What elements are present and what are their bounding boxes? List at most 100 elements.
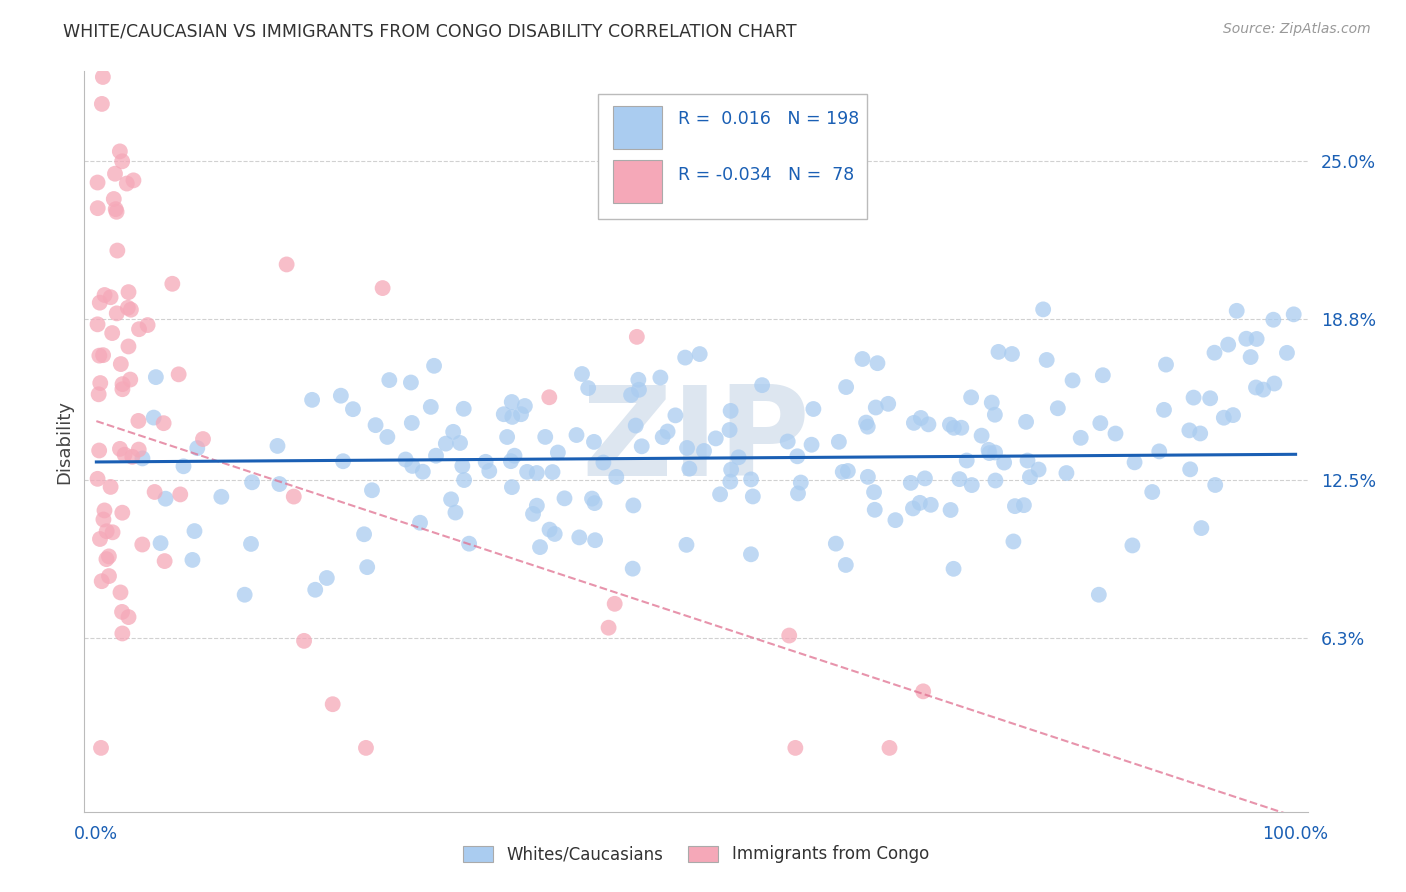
Point	[1204, 478, 1226, 492]
Point	[152, 416, 174, 430]
Point	[1004, 499, 1026, 513]
Point	[942, 562, 965, 576]
Point	[89, 443, 111, 458]
Point	[86, 201, 108, 215]
Point	[910, 411, 932, 425]
Point	[884, 513, 907, 527]
Point	[568, 530, 591, 544]
Point	[377, 430, 399, 444]
Point	[111, 154, 134, 169]
Point	[603, 597, 626, 611]
Point	[342, 402, 364, 417]
Point	[108, 442, 131, 456]
Point	[301, 392, 323, 407]
Point	[1121, 538, 1143, 552]
Point	[117, 285, 139, 299]
Point	[1204, 345, 1226, 359]
Point	[1226, 303, 1249, 318]
Point	[786, 450, 808, 464]
Point	[1149, 444, 1171, 458]
Point	[91, 70, 114, 84]
Point	[1123, 455, 1146, 469]
Point	[105, 306, 128, 320]
Point	[86, 318, 108, 332]
Text: ZIP: ZIP	[582, 381, 810, 502]
Point	[522, 507, 544, 521]
Point	[104, 167, 127, 181]
Point	[863, 503, 886, 517]
Point	[790, 475, 813, 490]
Point	[1244, 380, 1267, 394]
Point	[412, 465, 434, 479]
Point	[1002, 534, 1025, 549]
Point	[513, 399, 536, 413]
Point	[676, 441, 699, 455]
Point	[117, 610, 139, 624]
Point	[538, 390, 561, 404]
Point	[1088, 588, 1111, 602]
Point	[544, 527, 567, 541]
Point	[332, 454, 354, 468]
Point	[939, 503, 962, 517]
Point	[266, 439, 288, 453]
Point	[1091, 368, 1114, 383]
Point	[1275, 346, 1298, 360]
Point	[866, 356, 889, 370]
Point	[835, 380, 858, 394]
Point	[837, 464, 859, 478]
Point	[111, 626, 134, 640]
Point	[122, 173, 145, 187]
Point	[501, 395, 523, 409]
Point	[948, 472, 970, 486]
Point	[960, 390, 983, 404]
Point	[704, 431, 727, 445]
Point	[110, 585, 132, 599]
Point	[394, 452, 416, 467]
Point	[136, 318, 159, 332]
Point	[803, 402, 825, 417]
Point	[1017, 453, 1039, 467]
Point	[510, 407, 533, 421]
Point	[356, 560, 378, 574]
Point	[89, 349, 111, 363]
Point	[664, 409, 686, 423]
Point	[103, 192, 125, 206]
Point	[434, 436, 457, 450]
Legend: Whites/Caucasians, Immigrants from Congo: Whites/Caucasians, Immigrants from Congo	[457, 838, 935, 870]
Point	[322, 697, 344, 711]
Point	[993, 456, 1015, 470]
Point	[120, 373, 142, 387]
Point	[86, 472, 108, 486]
Point	[800, 438, 823, 452]
Point	[441, 425, 464, 439]
Point	[1153, 402, 1175, 417]
Point	[501, 480, 523, 494]
Point	[131, 451, 153, 466]
Point	[1178, 462, 1201, 476]
Point	[110, 357, 132, 371]
Point	[111, 377, 134, 392]
Point	[1263, 376, 1285, 391]
Point	[496, 430, 519, 444]
Point	[912, 684, 935, 698]
Bar	[613, 106, 662, 149]
Point	[1263, 312, 1285, 326]
Point	[1246, 332, 1268, 346]
Point	[240, 475, 263, 490]
Point	[89, 295, 111, 310]
Point	[751, 378, 773, 392]
Point	[950, 421, 973, 435]
Point	[1253, 383, 1275, 397]
Point	[1001, 347, 1024, 361]
Point	[143, 485, 166, 500]
Point	[89, 376, 111, 390]
Point	[718, 423, 741, 437]
Point	[851, 351, 873, 366]
Point	[128, 442, 150, 457]
Point	[740, 472, 762, 486]
Point	[778, 628, 800, 642]
Point	[458, 536, 481, 550]
Point	[233, 588, 256, 602]
Point	[186, 441, 208, 455]
Point	[91, 348, 114, 362]
